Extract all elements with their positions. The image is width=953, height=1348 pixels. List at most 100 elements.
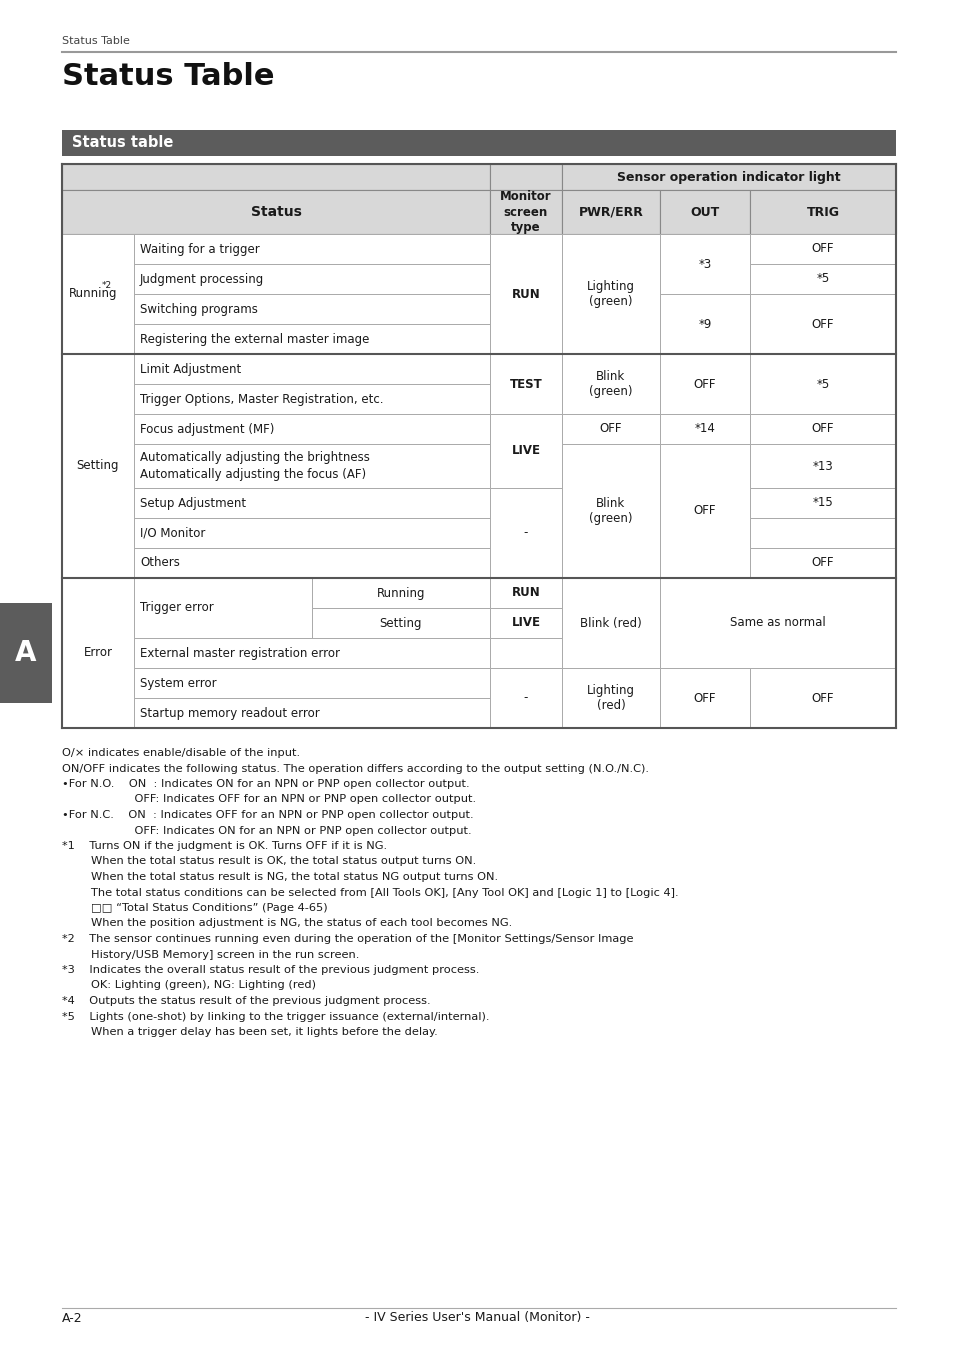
Bar xyxy=(490,669,561,728)
Text: RUN: RUN xyxy=(511,586,539,600)
Bar xyxy=(62,129,895,156)
Bar xyxy=(312,578,490,608)
Text: *9: *9 xyxy=(698,318,711,330)
Bar xyxy=(659,235,749,294)
Text: *2    The sensor continues running even during the operation of the [Monitor Set: *2 The sensor continues running even dur… xyxy=(62,934,633,944)
Bar xyxy=(561,355,659,414)
Bar xyxy=(659,355,749,414)
Text: -: - xyxy=(523,692,528,705)
Bar xyxy=(490,164,561,190)
Bar xyxy=(749,294,895,355)
Bar xyxy=(312,608,490,638)
Bar xyxy=(659,578,895,669)
Text: OFF: OFF xyxy=(811,318,833,330)
Bar xyxy=(561,164,895,190)
Text: Switching programs: Switching programs xyxy=(140,302,257,315)
Text: OFF: OFF xyxy=(693,504,716,518)
Text: Registering the external master image: Registering the external master image xyxy=(140,333,369,345)
Bar xyxy=(490,414,561,488)
Bar xyxy=(490,578,561,608)
Bar xyxy=(659,669,749,728)
Text: External master registration error: External master registration error xyxy=(140,647,339,659)
Bar xyxy=(133,235,490,264)
Text: I/O Monitor: I/O Monitor xyxy=(140,527,205,539)
Text: Trigger Options, Master Registration, etc.: Trigger Options, Master Registration, et… xyxy=(140,392,383,406)
Text: Focus adjustment (MF): Focus adjustment (MF) xyxy=(140,422,274,435)
Bar xyxy=(561,669,659,728)
Text: *5: *5 xyxy=(816,272,829,286)
Bar xyxy=(62,235,133,355)
Text: Others: Others xyxy=(140,557,180,569)
Text: OFF: OFF xyxy=(811,422,833,435)
Text: *14: *14 xyxy=(694,422,715,435)
Bar xyxy=(133,698,490,728)
Text: TRIG: TRIG xyxy=(805,205,839,218)
Bar xyxy=(133,264,490,294)
Bar xyxy=(62,355,133,578)
Text: *5: *5 xyxy=(816,377,829,391)
Text: A-2: A-2 xyxy=(62,1312,83,1325)
Text: •For N.C.    ON  : Indicates OFF for an NPN or PNP open collector output.: •For N.C. ON : Indicates OFF for an NPN … xyxy=(62,810,473,820)
Text: When the position adjustment is NG, the status of each tool becomes NG.: When the position adjustment is NG, the … xyxy=(62,918,512,929)
Bar xyxy=(490,190,561,235)
Bar xyxy=(133,549,490,578)
Text: *3: *3 xyxy=(698,257,711,271)
Text: OFF: OFF xyxy=(811,692,833,705)
Text: Setting: Setting xyxy=(379,616,422,630)
Text: Trigger error: Trigger error xyxy=(140,601,213,615)
Text: *1    Turns ON if the judgment is OK. Turns OFF if it is NG.: *1 Turns ON if the judgment is OK. Turns… xyxy=(62,841,387,851)
Text: Blink
(green): Blink (green) xyxy=(589,497,632,524)
Text: OFF: OFF xyxy=(693,377,716,391)
Text: *13: *13 xyxy=(812,460,833,473)
Text: □□ “Total Status Conditions” (Page 4-65): □□ “Total Status Conditions” (Page 4-65) xyxy=(62,903,327,913)
Text: OFF: Indicates ON for an NPN or PNP open collector output.: OFF: Indicates ON for an NPN or PNP open… xyxy=(62,825,471,836)
Text: Startup memory readout error: Startup memory readout error xyxy=(140,706,319,720)
Bar xyxy=(133,324,490,355)
Text: *4    Outputs the status result of the previous judgment process.: *4 Outputs the status result of the prev… xyxy=(62,996,430,1006)
Text: LIVE: LIVE xyxy=(511,445,540,457)
Text: OUT: OUT xyxy=(690,205,719,218)
Text: Status Table: Status Table xyxy=(62,62,274,92)
Text: Blink
(green): Blink (green) xyxy=(589,369,632,398)
Bar xyxy=(561,235,659,355)
Text: *15: *15 xyxy=(812,496,833,510)
Text: Automatically adjusting the focus (AF): Automatically adjusting the focus (AF) xyxy=(140,468,366,481)
Bar xyxy=(749,443,895,488)
Bar xyxy=(659,443,749,578)
Bar xyxy=(0,603,52,704)
Text: Lighting
(green): Lighting (green) xyxy=(586,280,635,307)
Bar xyxy=(749,264,895,294)
Text: History/USB Memory] screen in the run screen.: History/USB Memory] screen in the run sc… xyxy=(62,949,359,960)
Bar xyxy=(490,355,561,414)
Text: TEST: TEST xyxy=(509,377,542,391)
Text: Lighting
(red): Lighting (red) xyxy=(586,683,635,712)
Bar xyxy=(133,294,490,324)
Bar xyxy=(62,164,490,190)
Text: PWR/ERR: PWR/ERR xyxy=(578,205,642,218)
Text: Setup Adjustment: Setup Adjustment xyxy=(140,496,246,510)
Bar xyxy=(659,190,749,235)
Text: OFF: OFF xyxy=(599,422,621,435)
Text: OFF: OFF xyxy=(811,557,833,569)
Bar xyxy=(561,578,659,669)
Bar xyxy=(749,549,895,578)
Bar xyxy=(749,190,895,235)
Text: Status Table: Status Table xyxy=(62,36,130,46)
Text: Sensor operation indicator light: Sensor operation indicator light xyxy=(617,170,840,183)
Text: LIVE: LIVE xyxy=(511,616,540,630)
Text: OK: Lighting (green), NG: Lighting (red): OK: Lighting (green), NG: Lighting (red) xyxy=(62,980,315,991)
Text: Limit Adjustment: Limit Adjustment xyxy=(140,363,241,376)
Bar xyxy=(561,414,659,443)
Bar xyxy=(133,443,490,488)
Text: Running: Running xyxy=(376,586,425,600)
Bar xyxy=(133,578,312,638)
Bar xyxy=(133,638,490,669)
Bar xyxy=(133,384,490,414)
Text: When a trigger delay has been set, it lights before the delay.: When a trigger delay has been set, it li… xyxy=(62,1027,437,1037)
Text: *2: *2 xyxy=(102,282,112,291)
Text: -: - xyxy=(523,527,528,539)
Text: Judgment processing: Judgment processing xyxy=(140,272,264,286)
Bar xyxy=(490,608,561,638)
Bar xyxy=(133,669,490,698)
Text: The total status conditions can be selected from [All Tools OK], [Any Tool OK] a: The total status conditions can be selec… xyxy=(62,887,678,898)
